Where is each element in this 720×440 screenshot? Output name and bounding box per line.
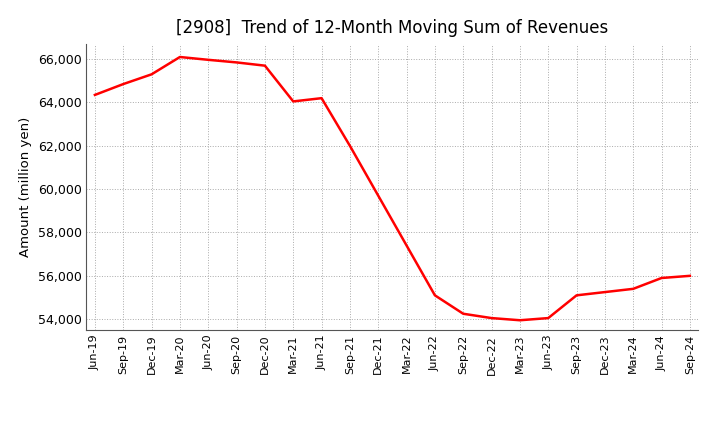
Y-axis label: Amount (million yen): Amount (million yen) <box>19 117 32 257</box>
Title: [2908]  Trend of 12-Month Moving Sum of Revenues: [2908] Trend of 12-Month Moving Sum of R… <box>176 19 608 37</box>
